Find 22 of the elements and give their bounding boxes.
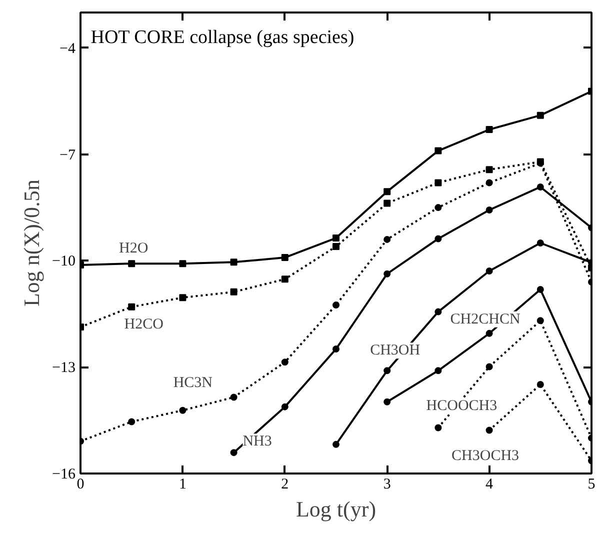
annotation: H2O: [119, 240, 148, 256]
x-tick-label: 4: [486, 476, 494, 492]
annotation: NH3: [242, 434, 272, 450]
y-tick-label: −16: [52, 466, 76, 482]
x-tick-label: 2: [281, 476, 289, 492]
annotation: HC3N: [173, 375, 213, 392]
x-tick-label: 1: [178, 476, 186, 492]
x-tick-label: 0: [76, 476, 84, 492]
y-tick-label: −13: [52, 360, 76, 376]
x-axis-title: Log t(yr): [296, 496, 376, 522]
x-tick-label: 5: [588, 476, 596, 492]
annotation: CH3OCH3: [452, 448, 520, 464]
y-tick-label: −7: [60, 147, 76, 164]
x-tick-label: 3: [383, 476, 391, 492]
y-tick-label: −4: [60, 40, 76, 57]
annotation: HCOOCH3: [426, 398, 498, 414]
annotation: CH2CHCN: [450, 311, 520, 328]
annotation: H2CO: [124, 316, 164, 333]
text: HOT CORE collapse (gas species): [90, 26, 354, 48]
y-axis-title: Log n(X)/0.5n: [19, 179, 44, 307]
annotation: CH3OH: [370, 342, 420, 359]
y-tick-label: −10: [52, 254, 76, 270]
